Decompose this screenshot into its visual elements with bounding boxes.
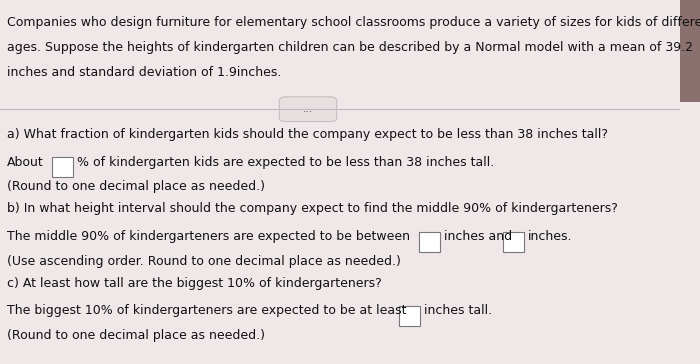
FancyBboxPatch shape: [399, 306, 420, 326]
Text: inches and standard deviation of 1.9inches.: inches and standard deviation of 1.9inch…: [7, 66, 281, 79]
Text: inches tall.: inches tall.: [424, 304, 492, 317]
Text: The biggest 10% of kindergarteners are expected to be at least: The biggest 10% of kindergarteners are e…: [7, 304, 407, 317]
Text: a) What fraction of kindergarten kids should the company expect to be less than : a) What fraction of kindergarten kids sh…: [7, 128, 608, 141]
Text: (Round to one decimal place as needed.): (Round to one decimal place as needed.): [7, 180, 265, 193]
Text: About: About: [7, 156, 43, 169]
FancyBboxPatch shape: [503, 232, 524, 252]
FancyBboxPatch shape: [52, 157, 73, 177]
FancyBboxPatch shape: [419, 232, 440, 252]
Text: inches and: inches and: [444, 230, 512, 243]
Text: inches.: inches.: [528, 230, 573, 243]
Text: ages. Suppose the heights of kindergarten children can be described by a Normal : ages. Suppose the heights of kindergarte…: [7, 41, 693, 54]
Text: The middle 90% of kindergarteners are expected to be between: The middle 90% of kindergarteners are ex…: [7, 230, 410, 243]
Text: ...: ...: [303, 104, 313, 114]
Text: (Round to one decimal place as needed.): (Round to one decimal place as needed.): [7, 329, 265, 342]
Text: Companies who design furniture for elementary school classrooms produce a variet: Companies who design furniture for eleme…: [7, 16, 700, 29]
Text: b) In what height interval should the company expect to find the middle 90% of k: b) In what height interval should the co…: [7, 202, 618, 215]
Text: % of kindergarten kids are expected to be less than 38 inches tall.: % of kindergarten kids are expected to b…: [77, 156, 494, 169]
Text: c) At least how tall are the biggest 10% of kindergarteners?: c) At least how tall are the biggest 10%…: [7, 277, 382, 290]
FancyBboxPatch shape: [680, 0, 700, 102]
FancyBboxPatch shape: [279, 97, 337, 122]
Text: (Use ascending order. Round to one decimal place as needed.): (Use ascending order. Round to one decim…: [7, 255, 401, 268]
